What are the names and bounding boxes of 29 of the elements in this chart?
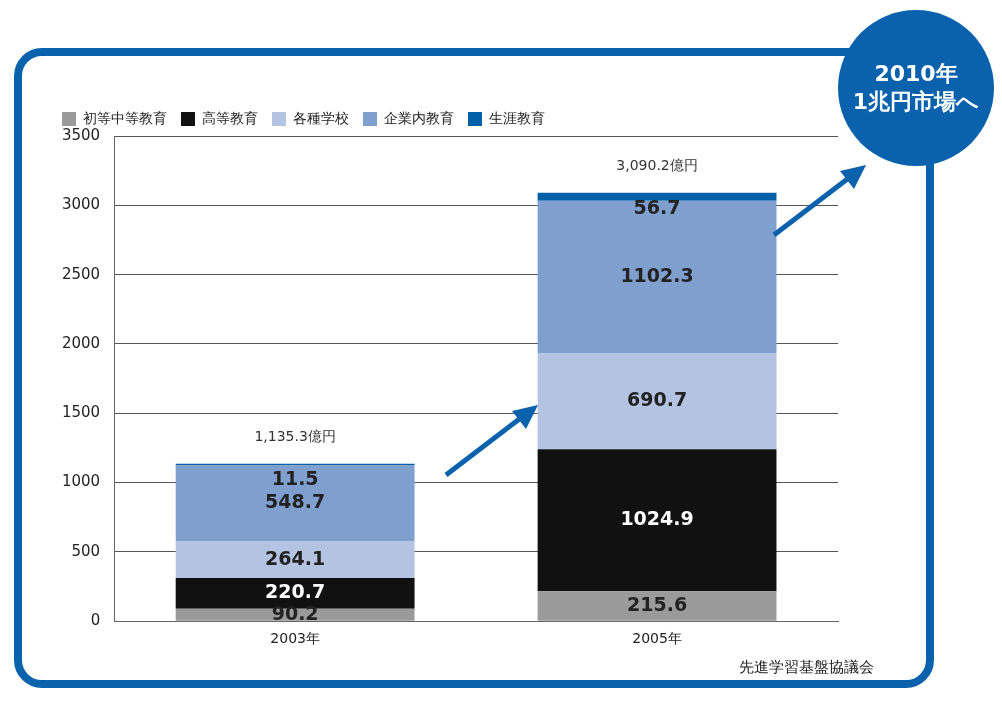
text: 先進学習基盤協議会 <box>739 658 874 677</box>
data-label: 264.1 <box>265 546 326 569</box>
legend-label: 企業内教育 <box>384 109 454 126</box>
data-label: 90.2 <box>271 601 319 624</box>
circle-badge: 2010年 1兆円市場へ <box>838 10 994 166</box>
y-tick-label: 1500 <box>61 403 101 422</box>
data-label: 1102.3 <box>620 264 694 287</box>
data-label: 548.7 <box>265 490 326 513</box>
data-label: 215.6 <box>626 592 688 615</box>
data-label: 690.7 <box>626 388 688 411</box>
data-label: 56.7 <box>633 195 681 218</box>
y-tick-label: 2000 <box>61 333 101 352</box>
x-tick-label: 2003年 <box>270 630 320 647</box>
data-label: 220.7 <box>265 580 326 603</box>
y-tick-label: 500 <box>71 541 101 560</box>
total-label: 1,135.3億円 <box>254 428 336 445</box>
legend-label: 高等教育 <box>202 109 258 126</box>
y-tick-label: 2500 <box>61 264 101 283</box>
data-label: 1024.9 <box>620 507 694 530</box>
total-label: 3,090.2億円 <box>616 157 698 174</box>
legend-label: 各種学校 <box>293 109 349 126</box>
legend-label: 生涯教育 <box>489 109 545 126</box>
x-tick-label: 2005年 <box>632 630 682 647</box>
y-tick-label: 1000 <box>61 472 101 491</box>
y-tick-label: 3500 <box>61 125 101 144</box>
legend-label: 初等中等教育 <box>83 109 167 126</box>
data-label: 11.5 <box>271 466 319 489</box>
y-tick-label: 0 <box>90 611 101 630</box>
y-tick-label: 3000 <box>61 195 101 214</box>
